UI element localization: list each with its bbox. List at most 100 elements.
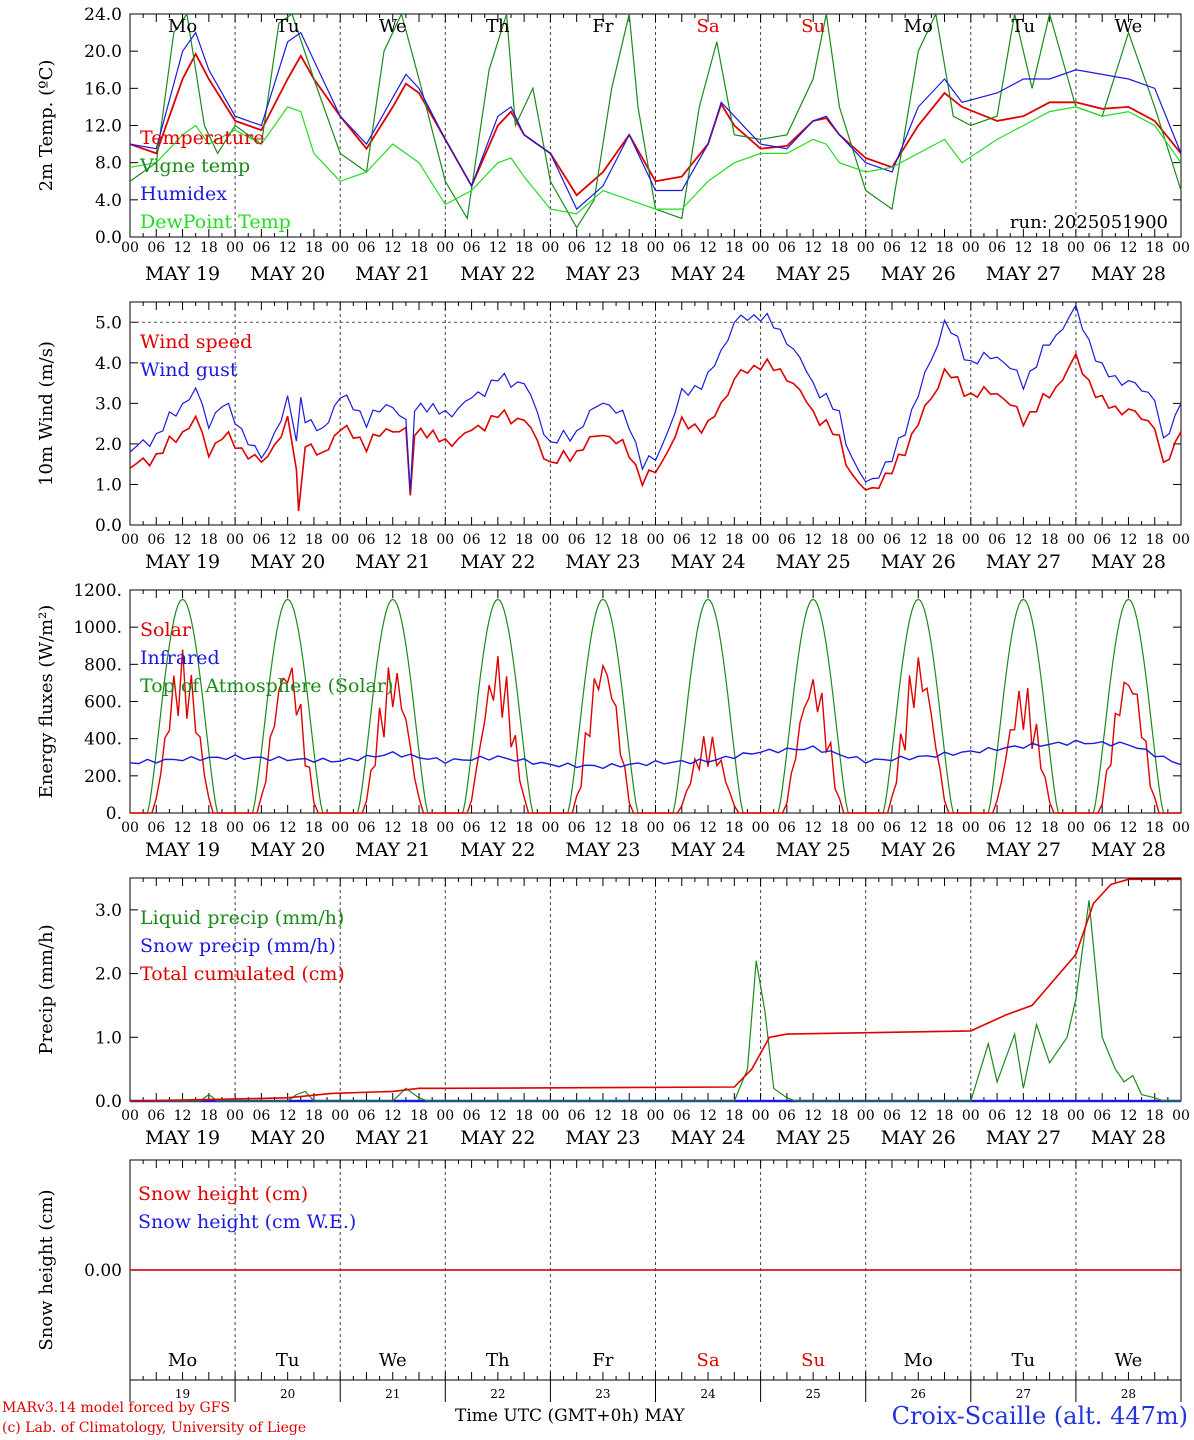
date-label: MAY 22 (460, 263, 535, 285)
hour-label: 06 (358, 240, 376, 256)
hour-label: 00 (1172, 240, 1190, 256)
hour-label: 12 (909, 240, 927, 256)
hour-label: 18 (936, 532, 954, 548)
y-tick-label: 1200. (73, 581, 122, 601)
day-number-label: 23 (595, 1387, 610, 1401)
legend-item: Wind speed (140, 331, 252, 353)
date-label: MAY 27 (986, 1127, 1061, 1149)
hour-label: 12 (699, 532, 717, 548)
panel-2 (129, 301, 1182, 526)
hour-label: 06 (358, 532, 376, 548)
hour-label: 12 (1014, 1108, 1032, 1124)
hour-label: 00 (226, 820, 244, 836)
series-line-liquid-precip (130, 900, 1181, 1102)
y-tick-label: 24.0 (84, 5, 122, 25)
hour-label: 00 (541, 240, 559, 256)
legend-item: Humidex (140, 183, 227, 205)
hour-label: 18 (831, 240, 849, 256)
hour-label: 06 (883, 532, 901, 548)
y-tick-label: 2.0 (95, 965, 122, 985)
hour-label: 06 (778, 532, 796, 548)
y-tick-label: 16.0 (84, 79, 122, 99)
hour-label: 00 (436, 240, 454, 256)
hour-label: 00 (857, 532, 875, 548)
date-label: MAY 25 (776, 551, 851, 573)
date-label: MAY 27 (986, 551, 1061, 573)
date-label: MAY 27 (986, 263, 1061, 285)
day-number-label: 27 (1016, 1387, 1031, 1401)
time-axis-label: Time UTC (GMT+0h) (455, 1406, 640, 1426)
hour-label: 00 (121, 820, 139, 836)
hour-label: 18 (410, 532, 428, 548)
day-number-label: 26 (911, 1387, 926, 1401)
panel-4 (129, 877, 1182, 1103)
hour-label: 00 (962, 820, 980, 836)
weekday-label: We (1115, 1350, 1143, 1371)
hour-label: 18 (515, 532, 533, 548)
credit-line-2: (c) Lab. of Climatology, University of L… (2, 1420, 307, 1436)
date-label: MAY 23 (565, 1127, 640, 1149)
hour-label: 00 (541, 1108, 559, 1124)
hour-label: 00 (331, 240, 349, 256)
hour-label: 18 (305, 820, 323, 836)
hour-label: 06 (252, 820, 270, 836)
hour-label: 12 (699, 1108, 717, 1124)
date-label: MAY 23 (565, 263, 640, 285)
weekday-label: Su (801, 16, 825, 37)
hour-label: 12 (594, 1108, 612, 1124)
hour-label: 18 (515, 240, 533, 256)
date-label: MAY 23 (565, 551, 640, 573)
hour-label: 00 (962, 532, 980, 548)
panel-1 (129, 11, 1182, 238)
hour-label: 06 (252, 240, 270, 256)
series-line-vigne-temp (129, 11, 1182, 229)
hour-label: 00 (121, 532, 139, 548)
hour-label: 18 (200, 240, 218, 256)
weekday-label: We (379, 16, 407, 37)
date-label: MAY 26 (881, 1127, 956, 1149)
series-line-solar (130, 649, 1181, 814)
hour-label: 06 (1093, 820, 1111, 836)
date-label: MAY 20 (250, 551, 325, 573)
legend-item: Total cumulated (cm) (140, 963, 345, 985)
date-label: MAY 20 (250, 1127, 325, 1149)
day-number-label: 20 (280, 1387, 295, 1401)
date-label: MAY 27 (986, 839, 1061, 861)
hour-label: 12 (279, 532, 297, 548)
hour-label: 18 (725, 240, 743, 256)
hour-label: 00 (752, 1108, 770, 1124)
hour-label: 12 (489, 1108, 507, 1124)
panel-3 (129, 589, 1182, 814)
date-label: MAY 22 (460, 1127, 535, 1149)
legend-item: Snow precip (mm/h) (140, 935, 336, 957)
date-label: MAY 19 (145, 1127, 220, 1149)
date-label: MAY 19 (145, 839, 220, 861)
hour-label: 06 (252, 1108, 270, 1124)
date-label: MAY 22 (460, 839, 535, 861)
hour-label: 12 (909, 820, 927, 836)
day-number-label: 21 (385, 1387, 400, 1401)
hour-label: 12 (1014, 532, 1032, 548)
legend-item: DewPoint Temp (140, 211, 291, 233)
hour-label: 12 (489, 820, 507, 836)
hour-label: 06 (463, 820, 481, 836)
weekday-label: We (1115, 16, 1143, 37)
y-tick-label: 3.0 (95, 901, 122, 921)
hour-label: 06 (988, 1108, 1006, 1124)
y-tick-label: 1.0 (95, 475, 122, 495)
date-label: MAY 28 (1091, 551, 1166, 573)
legend-item: Temperature (140, 127, 264, 149)
legend-item: Solar (140, 619, 192, 641)
hour-label: 00 (121, 1108, 139, 1124)
hour-label: 12 (909, 532, 927, 548)
y-tick-label: 0.0 (95, 228, 122, 248)
y-axis-label: 2m Temp. (ºC) (36, 60, 57, 192)
y-axis-label: Precip (mm/h) (36, 924, 57, 1054)
series-line-humidex (129, 31, 1182, 211)
hour-label: 06 (568, 1108, 586, 1124)
hour-label: 18 (620, 532, 638, 548)
hour-label: 18 (936, 820, 954, 836)
hour-label: 00 (857, 240, 875, 256)
y-tick-label: 2.0 (95, 435, 122, 455)
hour-label: 12 (384, 532, 402, 548)
